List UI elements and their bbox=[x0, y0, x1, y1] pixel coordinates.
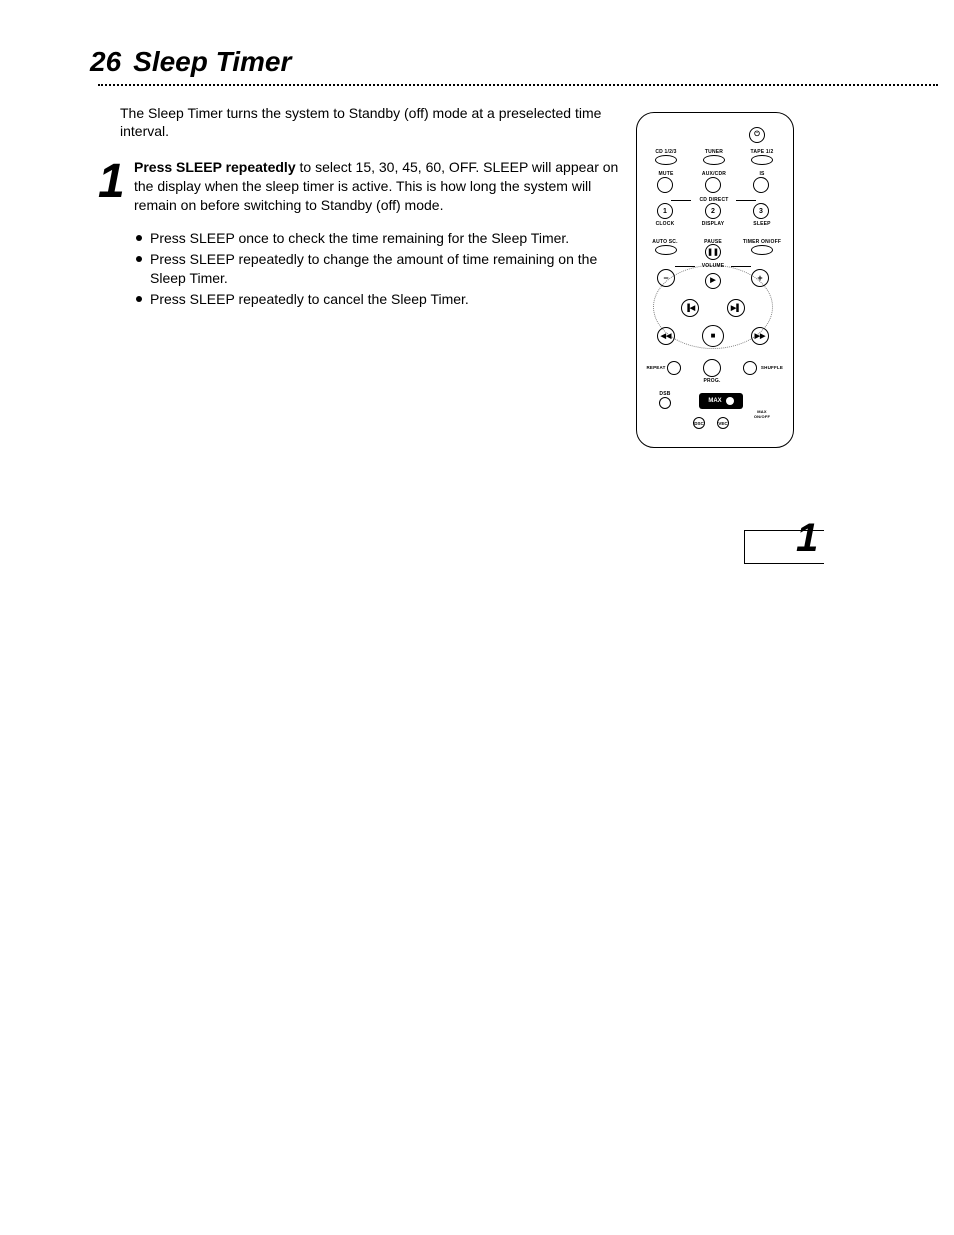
page-title: Sleep Timer bbox=[133, 46, 291, 78]
max-dot-icon bbox=[726, 397, 734, 405]
remote-body: ⏻ CD 1/2/3 TUNER TAPE 1/2 MUTE AUX/CDR I… bbox=[636, 112, 794, 448]
nav-ring bbox=[653, 265, 773, 349]
dsc-label: DSC bbox=[694, 421, 704, 426]
vec-label: VEC bbox=[718, 421, 727, 426]
mute-button bbox=[657, 177, 673, 193]
dotted-rule bbox=[98, 84, 938, 86]
prog-button bbox=[703, 359, 721, 377]
list-item: Press SLEEP repeatedly to cancel the Sle… bbox=[136, 290, 630, 309]
label-clock: CLOCK bbox=[651, 221, 679, 227]
callout-number: 1 bbox=[796, 516, 818, 561]
repeat-button bbox=[667, 361, 681, 375]
rule-right bbox=[736, 200, 756, 201]
label-sleep: SLEEP bbox=[749, 221, 775, 227]
aux-button bbox=[705, 177, 721, 193]
step-1: 1 Press SLEEP repeatedly to select 15, 3… bbox=[98, 158, 658, 215]
max-button: MAX bbox=[699, 393, 743, 409]
vec-button: VEC bbox=[717, 417, 729, 429]
timer-button bbox=[751, 245, 773, 255]
title-row: 26 Sleep Timer bbox=[90, 46, 936, 78]
label-display: DISPLAY bbox=[699, 221, 727, 227]
label-maxbot: ON/OFF bbox=[747, 414, 777, 419]
list-item: Press SLEEP repeatedly to change the amo… bbox=[136, 250, 630, 288]
is-button bbox=[753, 177, 769, 193]
list-item: Press SLEEP once to check the time remai… bbox=[136, 229, 630, 248]
step-bold: Press SLEEP repeatedly bbox=[134, 159, 296, 175]
step-number: 1 bbox=[98, 160, 128, 215]
label-prog: PROG. bbox=[697, 378, 727, 384]
cd1-button: 1 bbox=[657, 203, 673, 219]
remote-diagram: ⏻ CD 1/2/3 TUNER TAPE 1/2 MUTE AUX/CDR I… bbox=[636, 112, 794, 448]
dsc-button: DSC bbox=[693, 417, 705, 429]
cd2-button: 2 bbox=[705, 203, 721, 219]
pause-button: ❚❚ bbox=[705, 244, 721, 260]
tape-button bbox=[751, 155, 773, 165]
shuffle-button bbox=[743, 361, 757, 375]
step-body: Press SLEEP repeatedly to select 15, 30,… bbox=[134, 158, 634, 215]
rule-left bbox=[671, 200, 691, 201]
autosc-button bbox=[655, 245, 677, 255]
cd3-button: 3 bbox=[753, 203, 769, 219]
label-shuffle: SHUFFLE bbox=[757, 365, 787, 370]
tuner-button bbox=[703, 155, 725, 165]
power-button: ⏻ bbox=[749, 127, 765, 143]
dsb-button bbox=[659, 397, 671, 409]
label-repeat: REPEAT bbox=[643, 365, 669, 370]
manual-page: 26 Sleep Timer The Sleep Timer turns the… bbox=[0, 0, 954, 1235]
bullet-list: Press SLEEP once to check the time remai… bbox=[136, 229, 630, 309]
max-label: MAX bbox=[708, 398, 721, 404]
cd-button bbox=[655, 155, 677, 165]
intro-text: The Sleep Timer turns the system to Stan… bbox=[120, 104, 640, 140]
page-number: 26 bbox=[90, 46, 121, 78]
